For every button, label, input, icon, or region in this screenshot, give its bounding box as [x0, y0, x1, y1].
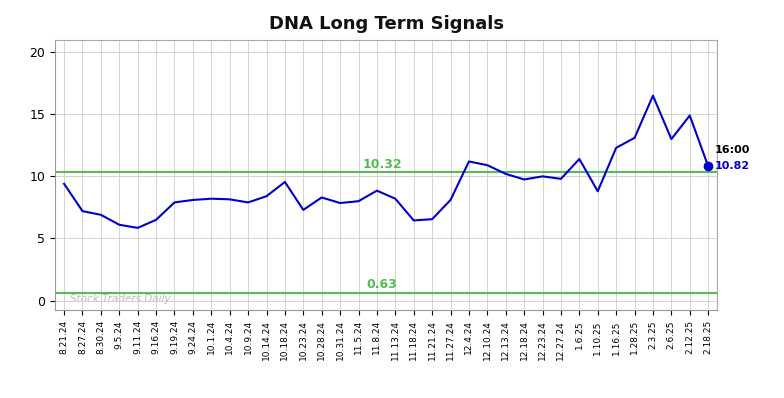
Text: 10.32: 10.32 [362, 158, 402, 171]
Text: 10.82: 10.82 [715, 161, 750, 171]
Text: Stock Traders Daily: Stock Traders Daily [70, 294, 170, 304]
Text: 0.63: 0.63 [367, 278, 397, 291]
Text: 16:00: 16:00 [715, 144, 750, 154]
Title: DNA Long Term Signals: DNA Long Term Signals [269, 15, 503, 33]
